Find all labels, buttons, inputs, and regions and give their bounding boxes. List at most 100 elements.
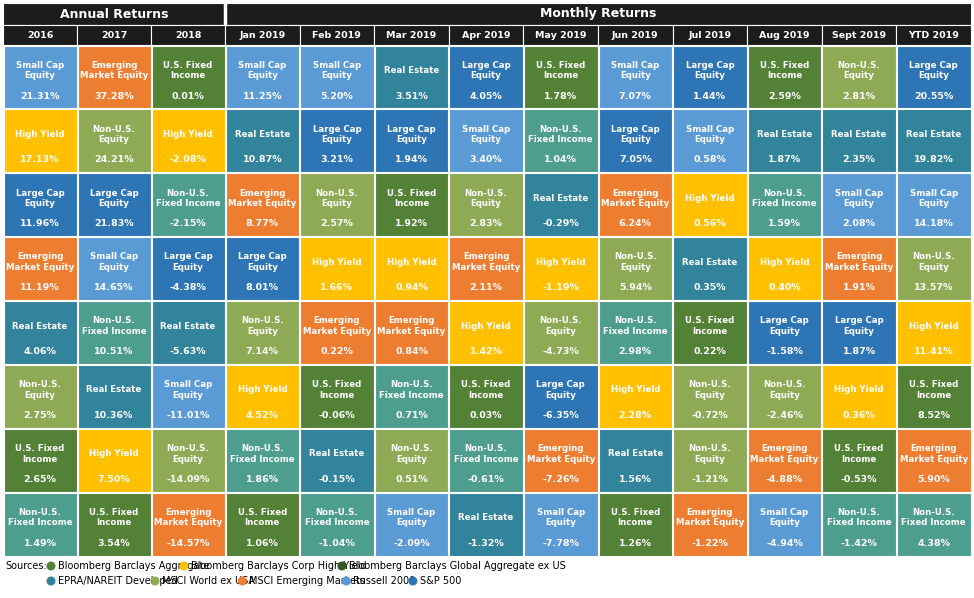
Text: -1.19%: -1.19% (543, 283, 580, 292)
Text: 5.20%: 5.20% (320, 91, 354, 100)
FancyBboxPatch shape (673, 173, 747, 236)
Text: Real Estate: Real Estate (832, 130, 886, 139)
FancyBboxPatch shape (822, 25, 896, 45)
FancyBboxPatch shape (4, 429, 77, 492)
Text: 3.21%: 3.21% (320, 155, 354, 164)
Text: High Yield: High Yield (760, 258, 809, 267)
Text: High Yield: High Yield (685, 194, 734, 203)
Text: High Yield: High Yield (164, 130, 212, 139)
Text: Non-U.S.
Fixed Income: Non-U.S. Fixed Income (752, 188, 817, 208)
Text: 0.40%: 0.40% (768, 283, 801, 292)
FancyBboxPatch shape (748, 173, 821, 236)
Text: -2.08%: -2.08% (169, 155, 206, 164)
Text: 1.87%: 1.87% (768, 155, 801, 164)
Text: -0.15%: -0.15% (318, 475, 356, 484)
Text: Non-U.S.
Equity: Non-U.S. Equity (913, 252, 955, 272)
FancyBboxPatch shape (300, 25, 374, 45)
Text: Large Cap
Equity: Large Cap Equity (238, 252, 286, 272)
Text: Real Estate: Real Estate (235, 130, 290, 139)
Text: Jun 2019: Jun 2019 (612, 30, 658, 39)
FancyBboxPatch shape (4, 493, 77, 556)
Text: Large Cap
Equity: Large Cap Equity (537, 380, 585, 399)
Text: -2.15%: -2.15% (169, 219, 206, 228)
FancyBboxPatch shape (300, 365, 374, 428)
FancyBboxPatch shape (375, 237, 448, 300)
FancyBboxPatch shape (598, 301, 672, 364)
FancyBboxPatch shape (524, 365, 597, 428)
Text: Non-U.S.
Equity: Non-U.S. Equity (614, 252, 656, 272)
Text: Small Cap
Equity: Small Cap Equity (16, 61, 64, 80)
FancyBboxPatch shape (78, 45, 151, 108)
FancyBboxPatch shape (897, 173, 970, 236)
Text: 17.13%: 17.13% (20, 155, 59, 164)
Text: U.S. Fixed
Income: U.S. Fixed Income (909, 380, 958, 399)
Text: 21.83%: 21.83% (94, 219, 133, 228)
Text: S&P 500: S&P 500 (420, 576, 461, 586)
FancyBboxPatch shape (152, 365, 224, 428)
Text: May 2019: May 2019 (535, 30, 586, 39)
FancyBboxPatch shape (673, 493, 747, 556)
Text: 13.57%: 13.57% (914, 283, 954, 292)
Text: Large Cap
Equity: Large Cap Equity (611, 125, 659, 144)
Text: Non-U.S.
Equity: Non-U.S. Equity (465, 188, 507, 208)
FancyBboxPatch shape (822, 237, 896, 300)
FancyBboxPatch shape (449, 109, 523, 172)
Text: Small Cap
Equity: Small Cap Equity (388, 508, 435, 527)
Text: 2.11%: 2.11% (469, 283, 503, 292)
Text: 14.65%: 14.65% (94, 283, 133, 292)
Text: 2.83%: 2.83% (469, 219, 503, 228)
FancyBboxPatch shape (77, 25, 151, 45)
Text: 37.28%: 37.28% (94, 91, 133, 100)
Text: EPRA/NAREIT Developed: EPRA/NAREIT Developed (57, 576, 177, 586)
Text: U.S. Fixed
Income: U.S. Fixed Income (760, 61, 809, 80)
Text: U.S. Fixed
Income: U.S. Fixed Income (90, 508, 138, 527)
FancyBboxPatch shape (374, 25, 449, 45)
Text: Small Cap
Equity: Small Cap Equity (686, 125, 734, 144)
Text: U.S. Fixed
Income: U.S. Fixed Income (313, 380, 361, 399)
FancyBboxPatch shape (152, 429, 224, 492)
Text: Non-U.S.
Fixed Income: Non-U.S. Fixed Income (305, 508, 369, 527)
Text: Large Cap
Equity: Large Cap Equity (90, 188, 138, 208)
Text: 4.38%: 4.38% (918, 539, 951, 548)
Text: Non-U.S.
Fixed Income: Non-U.S. Fixed Income (8, 508, 72, 527)
Text: Emerging
Market Equity: Emerging Market Equity (676, 508, 744, 527)
Text: -0.61%: -0.61% (468, 475, 505, 484)
Text: 24.21%: 24.21% (94, 155, 133, 164)
Text: Emerging
Market Equity: Emerging Market Equity (6, 252, 74, 272)
Text: Non-U.S.
Equity: Non-U.S. Equity (763, 380, 805, 399)
Text: -1.22%: -1.22% (692, 539, 729, 548)
Text: 14.18%: 14.18% (914, 219, 954, 228)
Text: -4.73%: -4.73% (543, 347, 580, 356)
Text: Emerging
Market Equity: Emerging Market Equity (900, 444, 968, 463)
FancyBboxPatch shape (375, 173, 448, 236)
FancyBboxPatch shape (226, 109, 299, 172)
Text: Apr 2019: Apr 2019 (462, 30, 510, 39)
Text: Large Cap
Equity: Large Cap Equity (387, 125, 436, 144)
Text: Jan 2019: Jan 2019 (240, 30, 285, 39)
Text: Emerging
Market Equity: Emerging Market Equity (452, 252, 520, 272)
Text: -2.09%: -2.09% (393, 539, 430, 548)
Text: 3.40%: 3.40% (469, 155, 503, 164)
Text: Non-U.S.
Equity: Non-U.S. Equity (838, 61, 880, 80)
Text: U.S. Fixed
Income: U.S. Fixed Income (686, 316, 734, 335)
Text: 7.50%: 7.50% (97, 475, 131, 484)
Text: 20.55%: 20.55% (914, 91, 954, 100)
Text: 0.51%: 0.51% (395, 475, 428, 484)
FancyBboxPatch shape (822, 429, 896, 492)
FancyBboxPatch shape (152, 45, 224, 108)
FancyBboxPatch shape (673, 365, 747, 428)
Text: U.S. Fixed
Income: U.S. Fixed Income (611, 508, 660, 527)
FancyBboxPatch shape (524, 493, 597, 556)
Text: 1.42%: 1.42% (469, 347, 503, 356)
Text: Non-U.S.
Fixed Income: Non-U.S. Fixed Income (528, 125, 593, 144)
Text: 2.75%: 2.75% (23, 411, 56, 420)
Text: 1.59%: 1.59% (768, 219, 801, 228)
Text: -14.09%: -14.09% (167, 475, 209, 484)
FancyBboxPatch shape (822, 493, 896, 556)
Text: -0.06%: -0.06% (318, 411, 356, 420)
FancyBboxPatch shape (375, 429, 448, 492)
Text: Non-U.S.
Equity: Non-U.S. Equity (689, 380, 731, 399)
FancyBboxPatch shape (78, 493, 151, 556)
Text: Emerging
Market Equity: Emerging Market Equity (80, 61, 148, 80)
Text: -0.53%: -0.53% (841, 475, 878, 484)
